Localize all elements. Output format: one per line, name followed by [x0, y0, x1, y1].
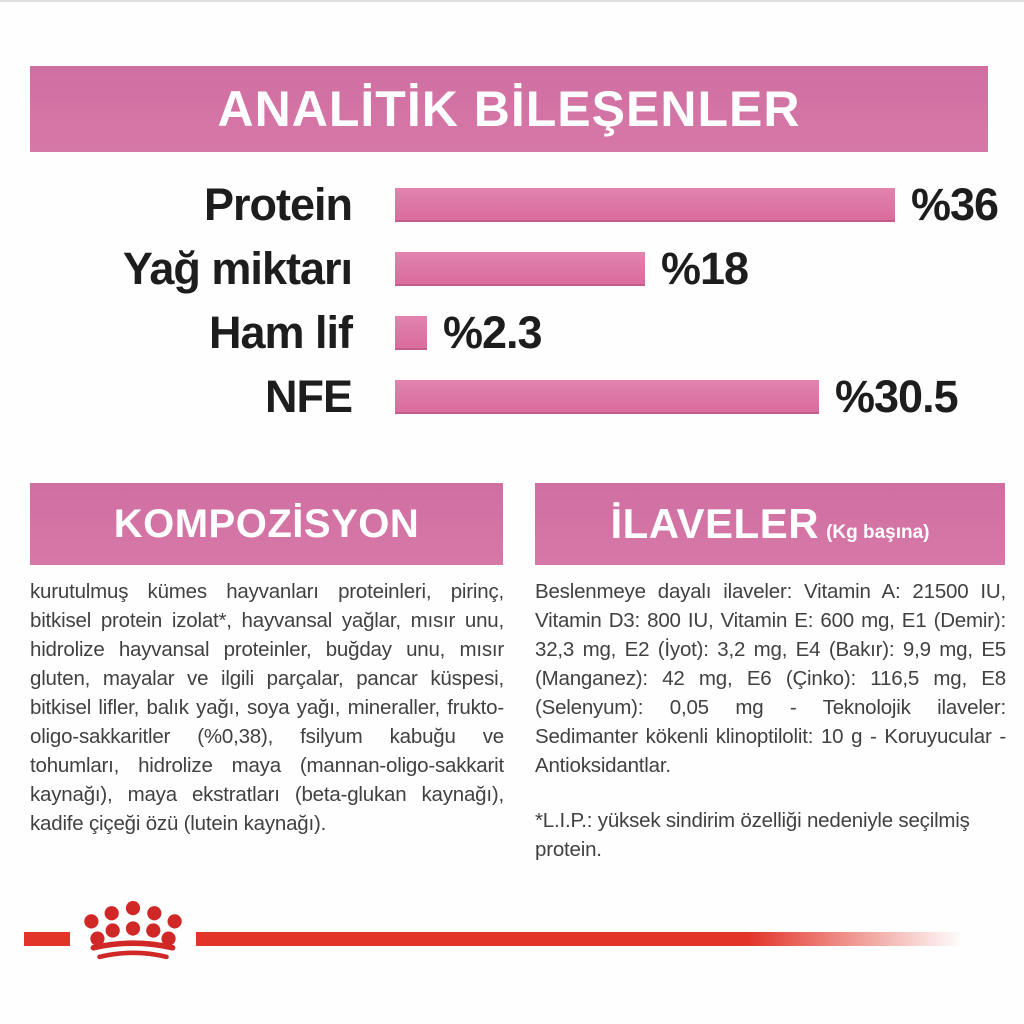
additives-title-wrap: İLAVELER (Kg başına) — [610, 500, 929, 548]
footer-rule-right — [196, 932, 962, 946]
composition-title: KOMPOZİSYON — [113, 501, 420, 546]
chart-row: NFE %30.5 — [0, 365, 1024, 429]
royal-canin-crown-icon — [84, 901, 182, 960]
lip-footnote-text: *L.I.P.: yüksek sindirim özelliği nedeni… — [535, 809, 970, 861]
chart-bar — [395, 316, 427, 350]
analytical-components-chart: Protein %36 Yağ miktarı %18 Ham lif %2.3 NFE %3… — [0, 173, 1024, 429]
chart-category-label: NFE — [265, 371, 353, 422]
chart-bar — [395, 188, 895, 222]
chart-row: Ham lif %2.3 — [0, 301, 1024, 365]
composition-body-text: kurutulmuş kümes hayvanları proteinleri,… — [30, 580, 504, 835]
top-edge-line — [0, 0, 1024, 2]
composition-header: KOMPOZİSYON — [30, 483, 503, 565]
additives-body-text: Beslenmeye dayalı ilaveler: Vitamin A: 2… — [535, 580, 1006, 777]
additives-subtitle: (Kg başına) — [826, 522, 930, 543]
chart-value-label: %30.5 — [835, 371, 959, 422]
chart-category-label: Protein — [203, 179, 353, 230]
chart-category-label: Ham lif — [208, 307, 353, 358]
chart-row: Yağ miktarı %18 — [0, 237, 1024, 301]
additives-header: İLAVELER (Kg başına) — [535, 483, 1005, 565]
analytical-components-header: ANALİTİK BİLEŞENLER — [30, 66, 988, 152]
footer-rule-left — [24, 932, 70, 946]
chart-category-label: Yağ miktarı — [122, 243, 353, 294]
chart-value-label: %2.3 — [443, 307, 543, 358]
chart-value-label: %18 — [661, 243, 749, 294]
chart-bar — [395, 380, 819, 414]
chart-value-label: %36 — [911, 179, 999, 230]
chart-bar — [395, 252, 645, 286]
chart-row: Protein %36 — [0, 173, 1024, 237]
additives-title: İLAVELER — [610, 500, 820, 547]
analytical-components-title: ANALİTİK BİLEŞENLER — [217, 81, 801, 137]
